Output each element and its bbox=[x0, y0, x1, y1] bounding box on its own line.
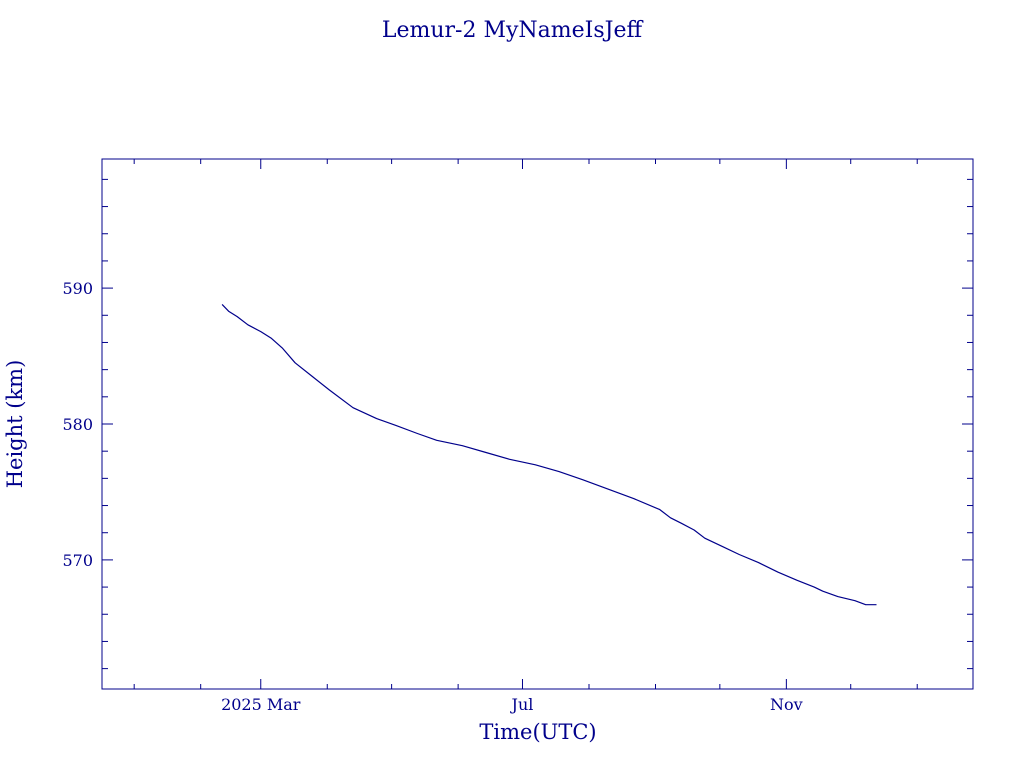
chart-title: Lemur-2 MyNameIsJeff bbox=[382, 18, 644, 43]
y-axis-ticks bbox=[102, 178, 973, 670]
x-axis-ticks bbox=[133, 159, 918, 689]
x-tick-label: Nov bbox=[770, 695, 803, 714]
x-axis-tick-labels: 2025 Mar Jul Nov bbox=[221, 695, 803, 714]
y-tick-label: 570 bbox=[62, 551, 93, 570]
y-tick-label: 590 bbox=[62, 279, 93, 298]
y-tick-label: 580 bbox=[62, 415, 93, 434]
x-tick-label: 2025 Mar bbox=[221, 695, 301, 714]
y-axis-tick-labels: 570 580 590 bbox=[62, 279, 93, 570]
x-tick-label: Jul bbox=[510, 695, 534, 714]
series-lines bbox=[221, 303, 877, 606]
series-line bbox=[221, 303, 877, 606]
y-axis-label: Height (km) bbox=[3, 360, 27, 489]
x-axis-label: Time(UTC) bbox=[479, 720, 596, 744]
plot-frame bbox=[101, 158, 974, 690]
